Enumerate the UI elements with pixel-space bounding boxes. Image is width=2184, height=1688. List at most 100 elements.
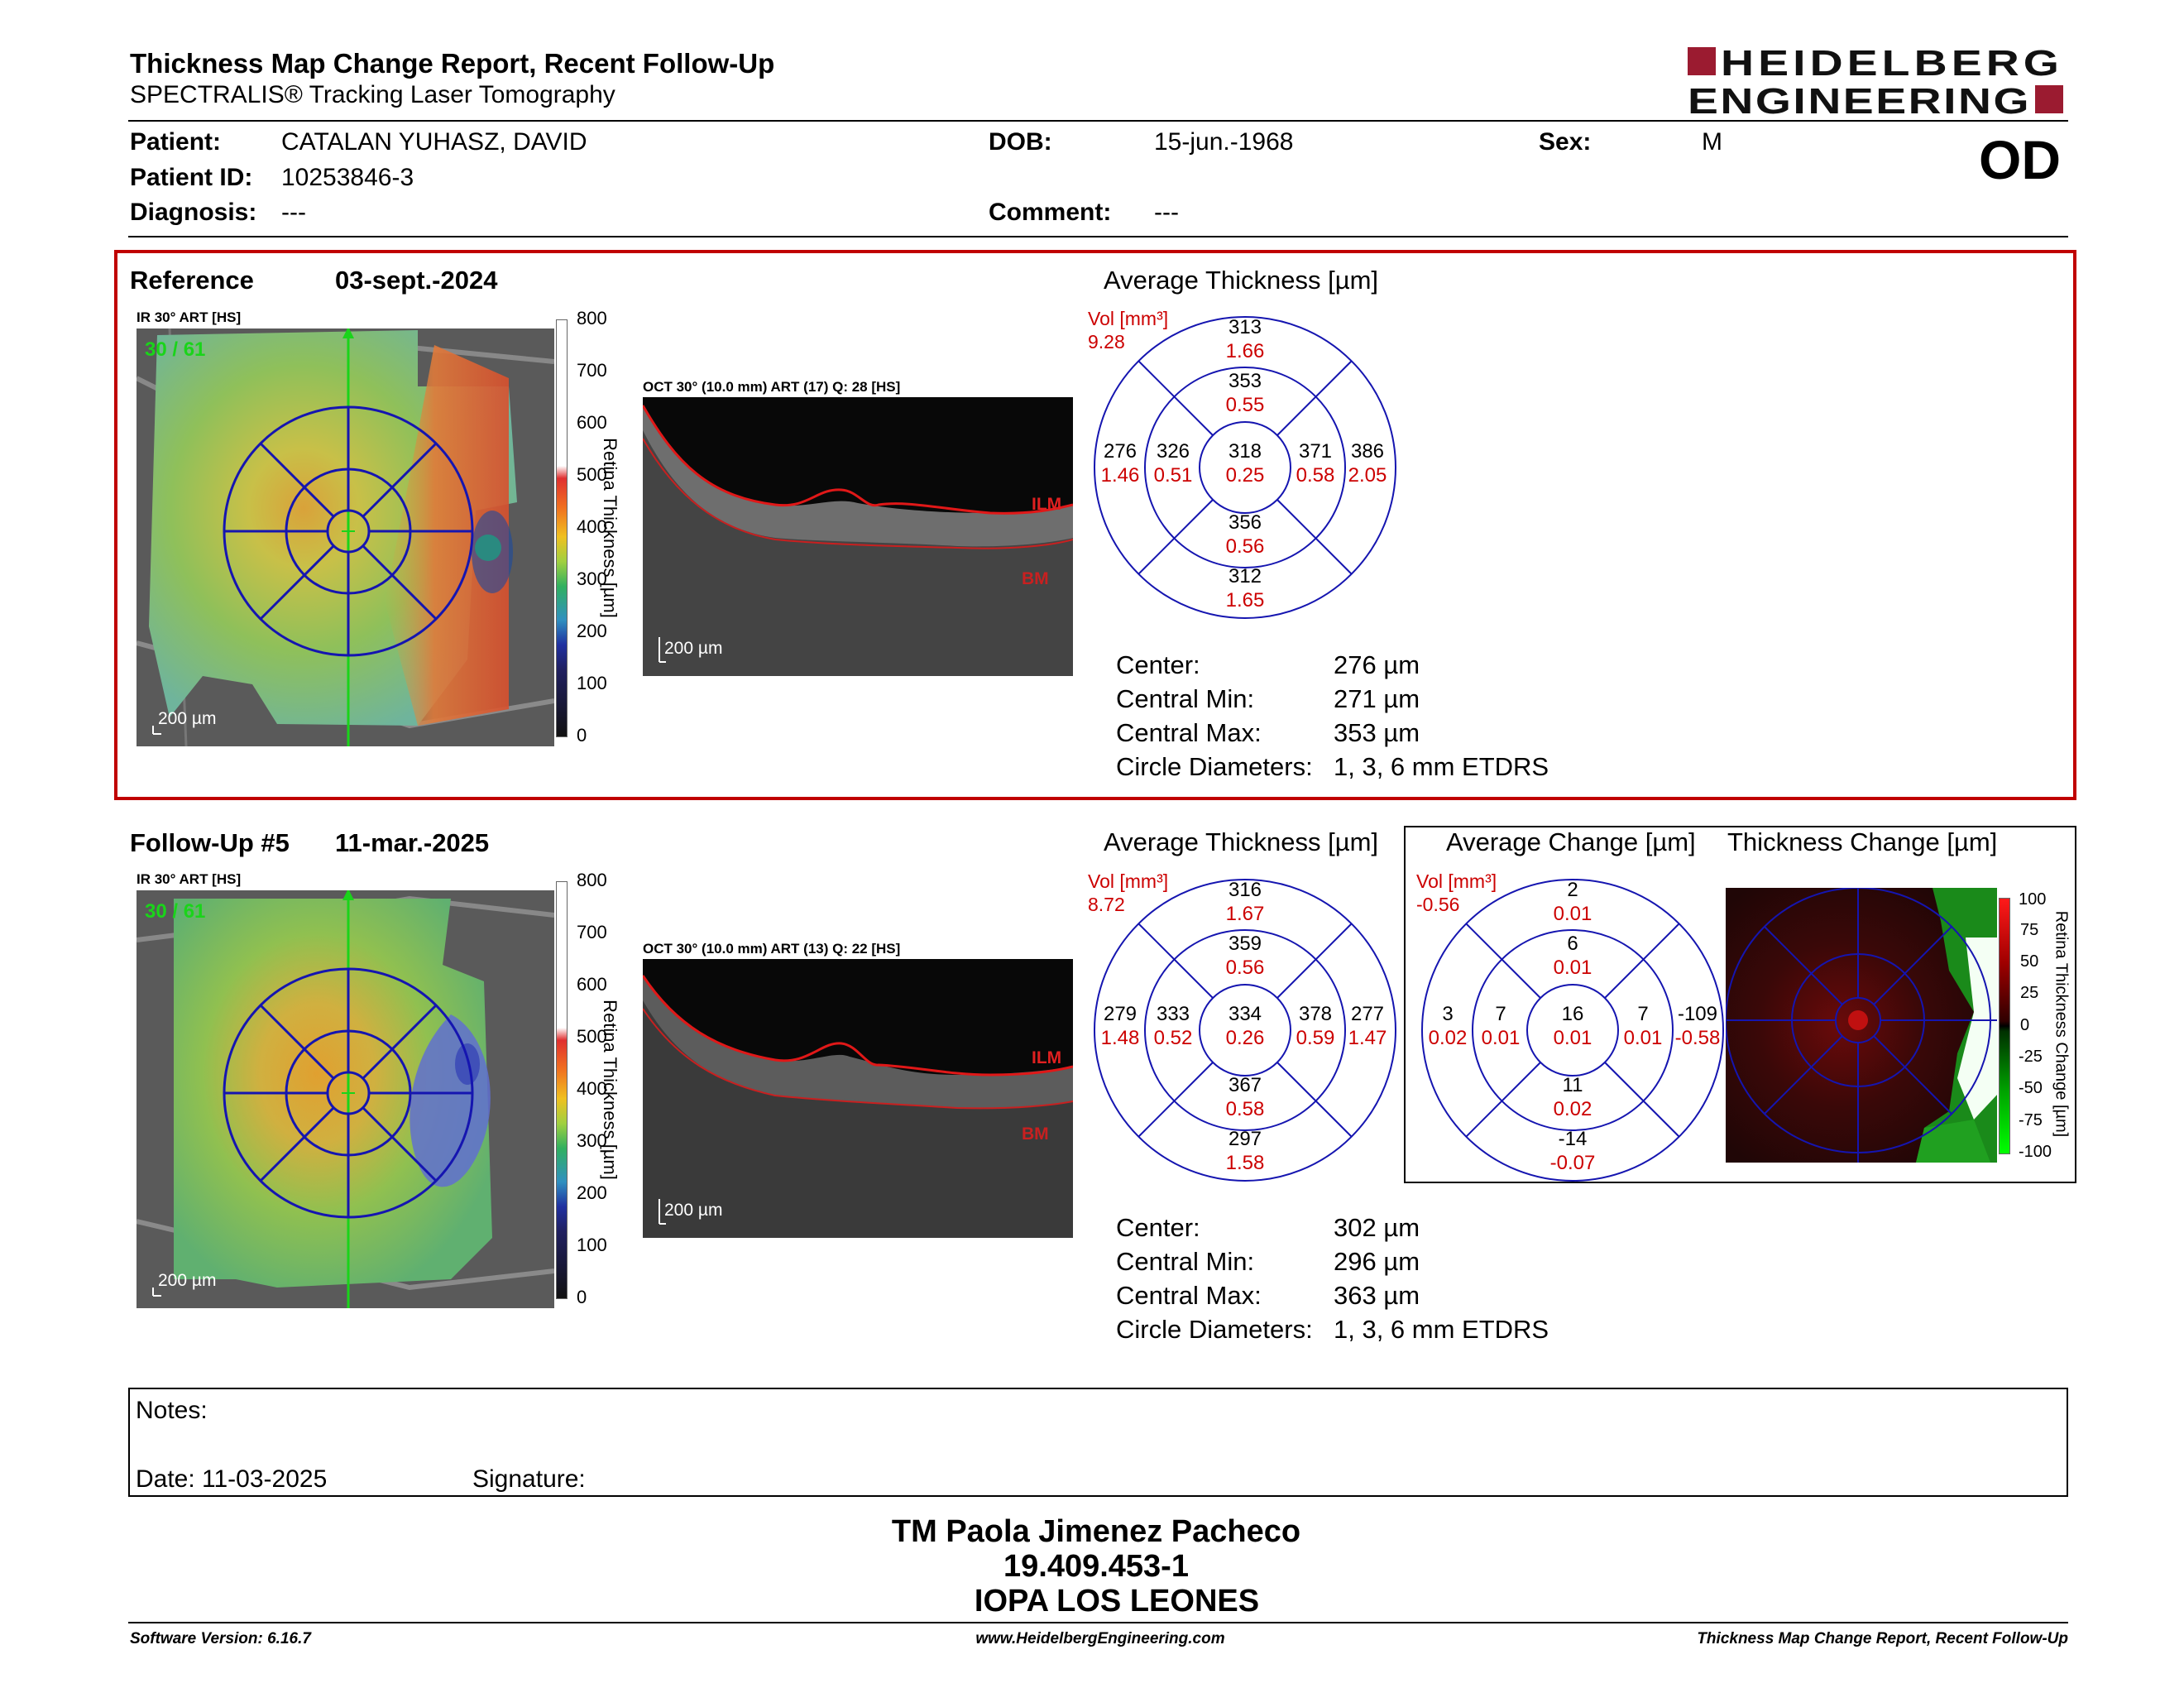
eye-label: OD [1979,129,2061,190]
ir-image-label: IR 30° ART [HS] [136,309,242,325]
oct-label: OCT 30° (10.0 mm) ART (17) Q: 28 [HS] [643,379,901,395]
notes-date: Date: 11-03-2025 [136,1465,328,1493]
change-tick: -75 [2019,1111,2043,1129]
cbar-tick: 200 [577,621,607,641]
oct-scale-label: 200 µm [664,1201,723,1220]
etdrs-outer-temp-vol: 1.47 [1348,1027,1387,1049]
cbar-tick: 300 [577,1130,607,1151]
change-inner-inf: 11 [1562,1074,1583,1096]
etdrs-outer-nas-vol: 1.48 [1100,1027,1140,1049]
vol-label: Vol [mm³] [1088,870,1169,892]
stat-label: Central Max: [1116,1281,1262,1310]
change-inner-sup: 6 [1567,933,1578,955]
etdrs-outer-inf-vol: 1.65 [1225,589,1265,611]
change-inner-nas: 7 [1495,1003,1506,1025]
change-inner-temp: 7 [1637,1003,1649,1025]
change-outer-nas: 3 [1442,1003,1454,1025]
etdrs-center-thickness: 334 [1228,1003,1262,1025]
change-tick: -25 [2019,1048,2043,1066]
stat-value: 1, 3, 6 mm ETDRS [1334,752,1549,781]
stat-label: Circle Diameters: [1116,752,1313,781]
avg-change-title: Average Change [µm] [1446,827,1696,856]
art-frames: 30 / 61 [145,900,206,923]
change-inner-temp-vol: 0.01 [1623,1027,1663,1049]
cbar-tick: 0 [577,1287,587,1307]
change-outer-temp-vol: -0.58 [1674,1027,1721,1049]
change-outer-inf: -14 [1558,1128,1588,1150]
change-inner-inf-vol: 0.02 [1553,1098,1592,1120]
followup-date: 11-mar.-2025 [335,828,490,857]
patient-name-label: Patient: [130,128,222,156]
stat-value: 353 µm [1334,718,1420,747]
etdrs-outer-inf-thickness: 297 [1228,1128,1262,1150]
etdrs-inner-inf-thickness: 356 [1228,511,1262,534]
cbar-tick: 300 [577,568,607,589]
change-vol-value: -0.56 [1416,894,1460,915]
cbar-tick: 100 [577,673,607,693]
change-vol-label: Vol [mm³] [1416,870,1497,892]
change-outer-nas-vol: 0.02 [1428,1027,1468,1049]
thickness-colorbar [556,881,568,1299]
etdrs-center-thickness: 318 [1228,440,1262,463]
etdrs-inner-temp-vol: 0.59 [1296,1027,1335,1049]
cbar-tick: 400 [577,516,607,537]
cbar-tick: 500 [577,464,607,485]
etdrs-outer-sup-vol: 1.67 [1225,903,1265,925]
oct-scale-label: 200 µm [664,639,723,658]
change-outer-temp: -109 [1677,1003,1718,1025]
colorbar-title: Retina Thickness [µm] [600,1000,620,1180]
etdrs-outer-sup-thickness: 316 [1228,879,1262,901]
stat-label: Center: [1116,650,1200,679]
etdrs-outer-nas-thickness: 279 [1103,1003,1138,1025]
change-tick: 50 [2020,952,2039,971]
stat-label: Central Min: [1116,684,1255,713]
etdrs-outer-temp-thickness: 277 [1350,1003,1385,1025]
change-tick: 100 [2019,890,2047,909]
stat-label: Central Min: [1116,1247,1255,1276]
dob-label: DOB: [989,128,1052,156]
change-center: 16 [1561,1003,1584,1025]
signer-rut: 19.409.453-1 [1003,1549,1189,1584]
etdrs-inner-sup-thickness: 359 [1228,933,1262,955]
sex: M [1702,128,1722,156]
cbar-tick: 0 [577,725,587,746]
stat-label: Circle Diameters: [1116,1315,1313,1344]
svg-text:ENGINEERING: ENGINEERING [1688,81,2031,116]
change-outer-sup-vol: 0.01 [1553,903,1592,925]
signature-label: Signature: [472,1465,586,1493]
reference-date: 03-sept.-2024 [335,266,498,295]
etdrs-inner-sup-vol: 0.55 [1225,394,1265,416]
patient-name: CATALAN YUHASZ, DAVID [281,128,587,156]
report-title: Thickness Map Change Report, Recent Foll… [130,48,775,79]
thickness-colorbar [556,319,568,737]
etdrs-inner-inf-vol: 0.58 [1225,1098,1265,1120]
thickness-change-map [1726,888,1997,1163]
etdrs-inner-nas-vol: 0.51 [1153,464,1193,487]
diagnosis-label: Diagnosis: [130,199,257,226]
etdrs-inner-temp-thickness: 378 [1298,1003,1333,1025]
ir-thickness-map: 30 / 61 200 µm [136,328,554,746]
cbar-tick: 700 [577,360,607,381]
etdrs-outer-nas-thickness: 276 [1103,440,1138,463]
reference-panel [114,250,2076,800]
stat-value: 363 µm [1334,1281,1420,1310]
etdrs-inner-nas-thickness: 326 [1156,440,1190,463]
etdrs-outer-sup-thickness: 313 [1228,316,1262,338]
ir-image-label: IR 30° ART [HS] [136,871,242,887]
art-frames: 30 / 61 [145,338,206,361]
etdrs-grid [1094,316,1396,619]
etdrs-inner-temp-vol: 0.58 [1296,464,1335,487]
diagnosis: --- [281,199,306,226]
bm-label: BM [1022,569,1049,588]
notes-label: Notes: [136,1397,208,1424]
cbar-tick: 700 [577,922,607,942]
avg-thickness-title: Average Thickness [µm] [1104,827,1379,856]
etdrs-outer-sup-vol: 1.66 [1225,340,1265,362]
comment-label: Comment: [989,199,1112,226]
heidelberg-logo: HEIDELBERG ENGINEERING [1688,43,2068,122]
cbar-tick: 600 [577,974,607,995]
change-tick: -50 [2019,1079,2043,1097]
patient-id-label: Patient ID: [130,164,253,191]
website-link[interactable]: www.HeidelbergEngineering.com [975,1630,1225,1647]
etdrs-inner-inf-vol: 0.56 [1225,535,1265,558]
